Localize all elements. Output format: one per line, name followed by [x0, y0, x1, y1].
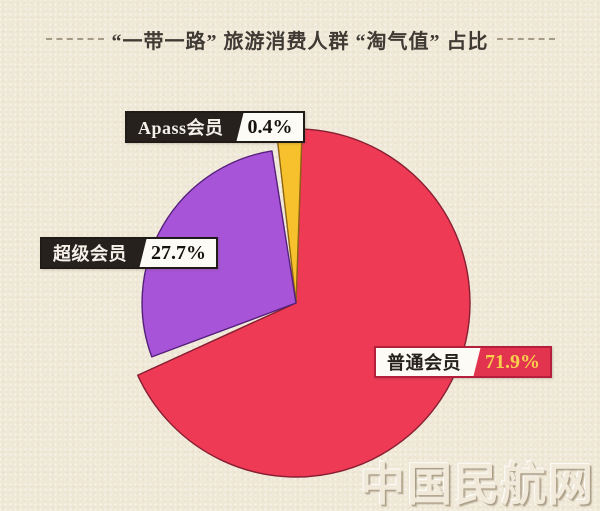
pie-slice-普通会员: [137, 128, 471, 478]
callout-label: Apass会员: [127, 113, 233, 141]
callout-value: 0.4%: [232, 113, 303, 141]
pie-slice-超级会员: [141, 150, 297, 358]
chart-title-row: “一带一路” 旅游消费人群 “淘气值” 占比: [0, 24, 600, 54]
callout-label: 超级会员: [42, 239, 136, 267]
callout-super-member: 超级会员 27.7%: [40, 237, 218, 269]
title-dash-left: [45, 38, 104, 40]
page-title: “一带一路” 旅游消费人群 “淘气值” 占比: [111, 30, 489, 53]
watermark: 中国民航网: [359, 457, 595, 511]
title-dash-right: [496, 38, 555, 40]
callout-apass-member: Apass会员 0.4%: [125, 111, 305, 143]
callout-label: 普通会员: [376, 348, 470, 376]
callout-value: 27.7%: [136, 239, 216, 267]
callout-value: 71.9%: [470, 348, 550, 376]
callout-regular-member: 普通会员 71.9%: [374, 346, 552, 378]
